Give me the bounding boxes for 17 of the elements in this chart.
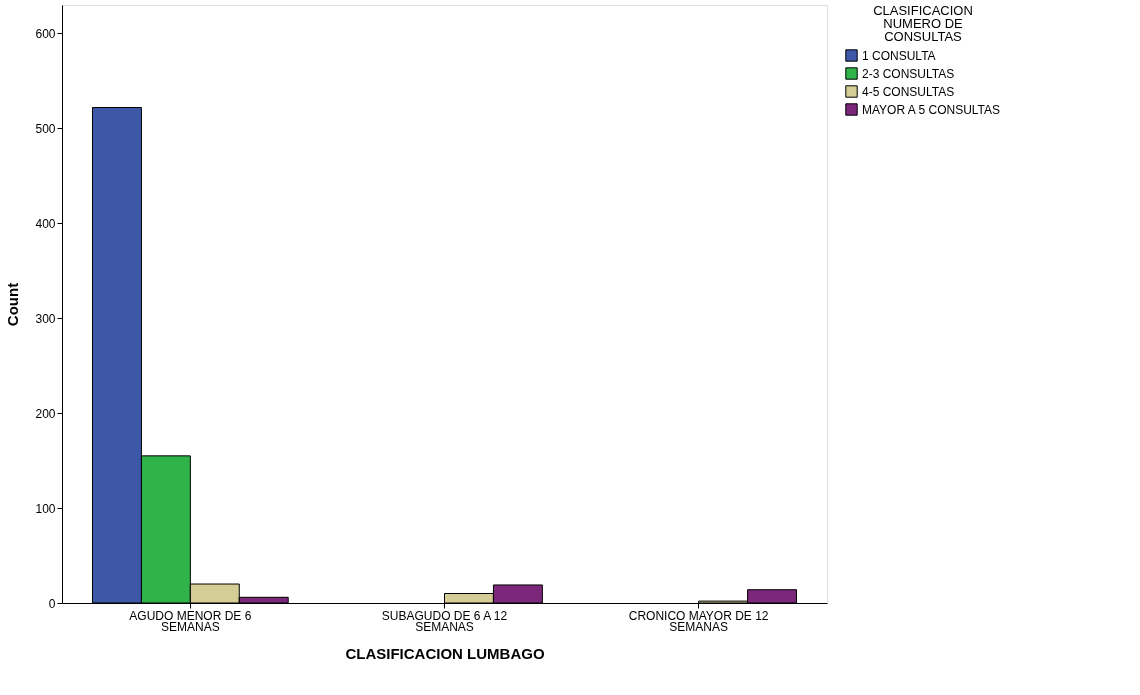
x-axis-title: CLASIFICACION LUMBAGO — [345, 644, 545, 662]
legend-label: 2-3 CONSULTAS — [862, 66, 955, 81]
y-tick-label: 400 — [35, 216, 56, 231]
legend-label: 1 CONSULTA — [862, 48, 936, 63]
y-tick-label: 0 — [48, 596, 56, 611]
legend-label: 4-5 CONSULTAS — [862, 84, 955, 99]
y-tick-label: 300 — [35, 311, 56, 326]
y-tick-label: 600 — [35, 26, 56, 41]
y-axis-title: Count — [4, 282, 22, 327]
y-tick-label: 500 — [35, 121, 56, 136]
legend-title: CLASIFICACION NUMERO DE CONSULTAS — [873, 3, 973, 44]
x-tick-label: AGUDO MENOR DE 6 SEMANAS — [129, 608, 252, 634]
y-tick-label: 200 — [35, 406, 56, 421]
legend-label: MAYOR A 5 CONSULTAS — [862, 102, 1001, 117]
y-tick-label: 100 — [35, 501, 56, 516]
x-tick-label: CRONICO MAYOR DE 12 SEMANAS — [628, 608, 769, 634]
x-tick-label: SUBAGUDO DE 6 A 12 SEMANAS — [381, 608, 508, 634]
